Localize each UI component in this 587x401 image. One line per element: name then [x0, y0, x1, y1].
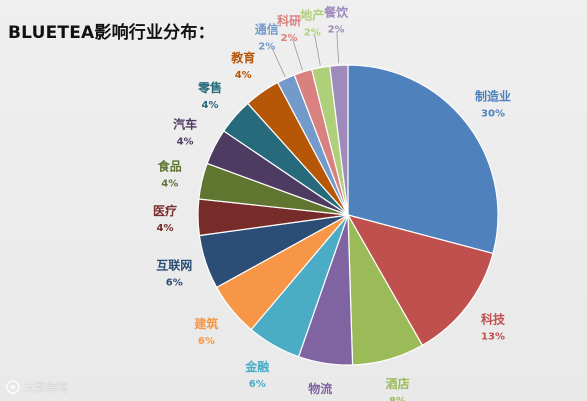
- pie-label-12: 通信 2%: [255, 22, 279, 53]
- pie-category-label: 通信: [255, 22, 279, 37]
- pie-category-label: 科技: [481, 312, 506, 327]
- pie-value-label: 2%: [328, 24, 345, 35]
- pie-slice-0: [347, 64, 499, 255]
- pie-category-label: 建筑: [193, 316, 218, 331]
- pie-label-2: 酒店 8%: [386, 376, 410, 401]
- pie-value-label: 6%: [166, 278, 183, 289]
- pie-category-label: 餐饮: [324, 4, 349, 19]
- pie-label-4: 金融 6%: [244, 359, 269, 390]
- pie-value-label: 4%: [177, 137, 194, 148]
- pie-value-label: 2%: [258, 42, 275, 53]
- pie-category-label: 互联网: [156, 259, 192, 273]
- pie-leader-line: [336, 31, 340, 64]
- pie-label-1: 科技 13%: [481, 312, 506, 343]
- pie-value-label: 4%: [161, 179, 178, 190]
- watermark: 大数跨境: [6, 379, 68, 395]
- pie-label-13: 科研 2%: [277, 13, 301, 44]
- pie-category-label: 零售: [197, 80, 222, 95]
- pie-label-14: 地产 2%: [300, 7, 324, 38]
- pie-category-label: 医疗: [153, 203, 177, 218]
- pie-value-label: 4%: [235, 70, 252, 81]
- pie-label-3: 物流6%: [308, 381, 332, 401]
- pie-value-label: 6%: [249, 379, 266, 390]
- pie-label-7: 医疗 4%: [153, 203, 177, 234]
- pie-category-label: 地产: [300, 7, 324, 22]
- pie-value-label: 4%: [157, 223, 174, 234]
- pie-leader-line: [292, 39, 303, 71]
- pie-category-label: 酒店: [386, 376, 410, 391]
- pie-label-9: 汽车 4%: [173, 117, 197, 148]
- watermark-logo-icon: [6, 380, 20, 394]
- pie-label-5: 建筑 6%: [193, 316, 218, 347]
- pie-label-0: 制造业 30%: [475, 88, 511, 119]
- pie-label-8: 食品 4%: [157, 159, 182, 190]
- pie-category-label: 教育: [230, 50, 255, 65]
- pie-category-label: 汽车: [173, 117, 197, 132]
- pie-value-label: 6%: [198, 336, 215, 347]
- pie-label-10: 零售 4%: [197, 80, 222, 111]
- pie-value-label: 2%: [281, 33, 298, 44]
- watermark-text: 大数跨境: [24, 381, 68, 394]
- pie-slice-15: [329, 64, 349, 216]
- pie-category-label: 制造业: [475, 88, 511, 103]
- pie-category-label: 科研: [277, 13, 301, 28]
- pie-value-label: 2%: [304, 27, 321, 38]
- pie-value-label: 13%: [481, 332, 505, 343]
- pie-label-11: 教育 4%: [230, 50, 255, 81]
- pie-slice-1: [346, 214, 494, 347]
- pie-leader-line: [271, 47, 286, 77]
- pie-category-label: 食品: [157, 159, 182, 174]
- pie-value-label: 4%: [202, 100, 219, 111]
- pie-leader-line: [314, 34, 321, 66]
- pie-value-label: 30%: [481, 108, 505, 119]
- chart-title: BLUETEA影响行业分布：: [8, 23, 215, 43]
- pie-category-label: 物流: [308, 381, 332, 396]
- pie-value-label: 8%: [389, 396, 406, 401]
- pie-category-label: 金融: [244, 359, 269, 374]
- pie-label-15: 餐饮 2%: [324, 4, 349, 35]
- pie-label-6: 互联网 6%: [156, 259, 192, 289]
